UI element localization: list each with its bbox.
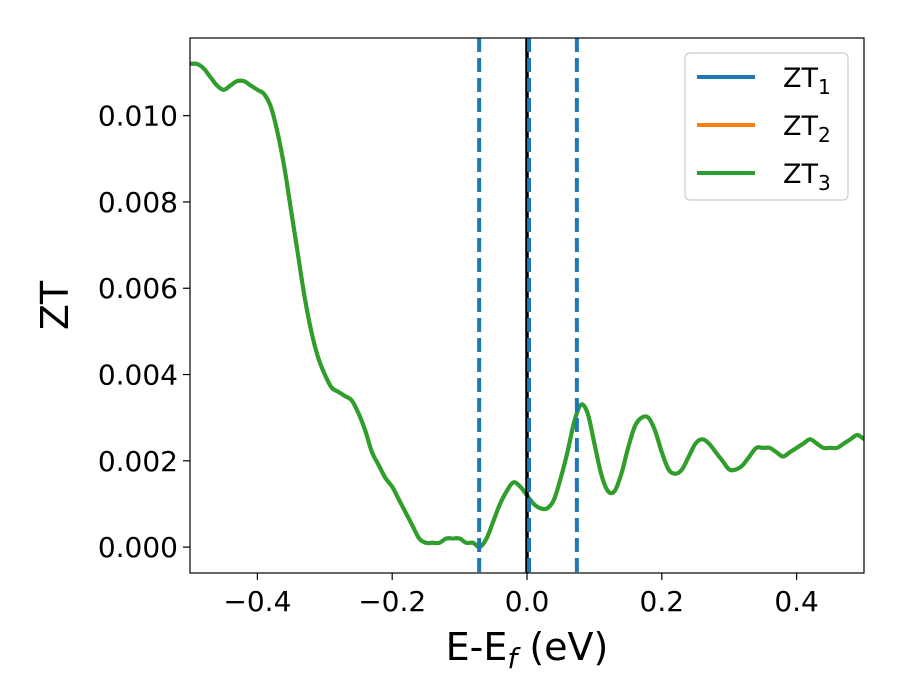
x-axis-label: E-Ef (eV) (446, 625, 609, 675)
y-tick-label: 0.004 (98, 359, 178, 392)
x-tick-label: −0.4 (223, 585, 291, 618)
y-tick-label: 0.006 (98, 272, 178, 305)
plot-area (190, 38, 864, 573)
legend-label-zt2: ZT2 (783, 111, 831, 147)
x-axis-label-main: E-E (446, 625, 508, 669)
y-axis-label: ZT (33, 280, 77, 330)
x-tick-label: −0.2 (358, 585, 426, 618)
y-tick-label: 0.002 (98, 445, 178, 478)
x-axis-label-unit: (eV) (517, 625, 608, 669)
y-tick-label: 0.008 (98, 186, 178, 219)
y-tick-label: 0.000 (98, 531, 178, 564)
x-tick-label: 0.0 (505, 585, 550, 618)
axes: −0.4 −0.2 0.0 0.2 0.4 0.000 0.002 0.004 0.006 0.0… (98, 37, 865, 618)
legend-label-zt1: ZT1 (783, 63, 831, 99)
legend-box (684, 52, 849, 201)
x-tick-label: 0.2 (640, 585, 685, 618)
legend: ZT1 ZT2 ZT3 (684, 52, 849, 201)
y-tick-label: 0.010 (98, 100, 178, 133)
legend-label-zt3: ZT3 (783, 159, 831, 195)
x-tick-label: 0.4 (774, 585, 819, 618)
